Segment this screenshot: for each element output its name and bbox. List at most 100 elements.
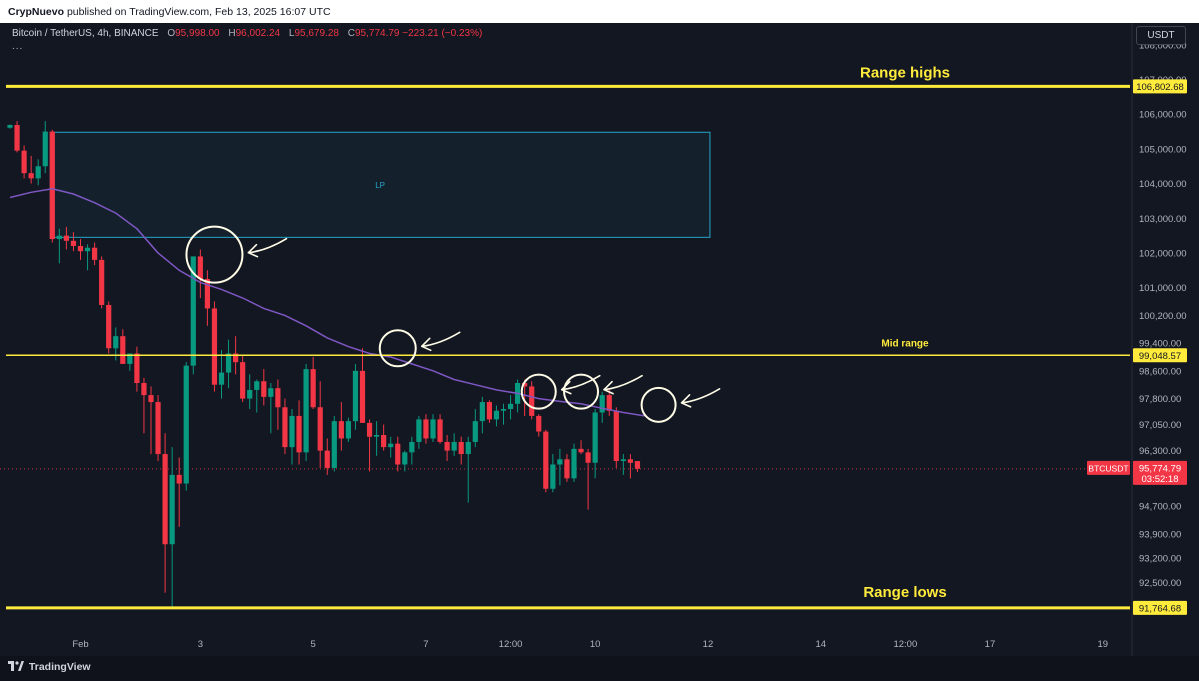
currency-selector[interactable]: USDT [1136,26,1186,45]
candle-body[interactable] [536,415,542,432]
candle-body[interactable] [127,353,133,364]
more-indicators-button[interactable]: ... [12,41,24,52]
candle-body[interactable] [49,131,55,240]
candle-body[interactable] [627,459,633,463]
candle-body[interactable] [56,235,62,240]
candle-body[interactable] [14,124,20,151]
candle-body[interactable] [275,388,281,408]
price-chart[interactable]: LP108,000.00107,000.00106,000.00105,000.… [0,23,1199,656]
candle-body[interactable] [35,166,41,179]
lp-box[interactable] [49,131,711,238]
candle-body[interactable] [359,370,366,423]
tradingview-logo[interactable]: TradingView [8,661,91,675]
candle-body[interactable] [70,240,77,247]
candle-body[interactable] [599,395,605,413]
candle-body[interactable] [507,403,514,409]
candle-body[interactable] [183,365,189,484]
symbol-title[interactable]: Bitcoin / TetherUS, 4h, BINANCE [12,28,159,39]
candle-body[interactable] [247,389,253,399]
candle-body[interactable] [190,256,196,366]
candle-body[interactable] [352,370,359,422]
annotation-circle[interactable] [185,225,244,284]
candle-body[interactable] [374,435,380,437]
candle-body[interactable] [388,443,394,448]
candle-body[interactable] [204,278,210,309]
candle-body[interactable] [571,448,577,479]
candle-body[interactable] [176,474,182,484]
candle-body[interactable] [557,459,563,465]
candle-body[interactable] [225,353,232,373]
annotation-circle[interactable] [520,373,557,410]
candle-body[interactable] [120,336,126,364]
candle-body[interactable] [282,407,288,448]
candle-body[interactable] [310,369,316,408]
candle-body[interactable] [550,464,556,489]
candle-body[interactable] [134,353,140,383]
candle-body[interactable] [7,124,13,128]
candle-body[interactable] [218,372,225,385]
candle-body[interactable] [113,336,119,349]
candle-body[interactable] [240,362,246,399]
candle-body[interactable] [77,246,84,252]
candle-body[interactable] [268,388,274,397]
candle-body[interactable] [233,353,239,363]
candle-body[interactable] [479,402,485,422]
candle-body[interactable] [409,441,415,453]
candle-body[interactable] [543,431,549,489]
candle-body[interactable] [500,408,507,411]
candle-body[interactable] [28,173,34,179]
candle-body[interactable] [472,421,478,442]
candle-body[interactable] [21,150,27,174]
candle-body[interactable] [458,441,464,455]
candle-body[interactable] [148,395,154,403]
candle-body[interactable] [197,256,203,279]
candle-body[interactable] [416,419,422,442]
candle-body[interactable] [578,448,584,453]
annotation-circle[interactable] [378,329,417,368]
candle-body[interactable] [381,435,387,448]
candle-body[interactable] [606,395,612,411]
candle-body[interactable] [423,419,429,439]
candle-body[interactable] [211,308,218,385]
candle-body[interactable] [331,421,337,468]
candle-body[interactable] [522,382,528,387]
candle-body[interactable] [324,450,330,468]
candle-body[interactable] [564,459,570,479]
candle-body[interactable] [261,381,267,397]
candle-body[interactable] [141,382,147,396]
candle-body[interactable] [289,415,295,448]
candle-body[interactable] [529,386,535,416]
candle-body[interactable] [345,421,351,439]
candle-body[interactable] [444,441,450,451]
candle-body[interactable] [585,452,591,463]
candle-body[interactable] [106,304,112,349]
annotation-arrow[interactable] [420,331,461,348]
candle-body[interactable] [92,247,98,260]
candle-body[interactable] [169,474,175,545]
candle-body[interactable] [592,412,598,463]
candle-body[interactable] [338,421,344,439]
chart-panel[interactable]: LP108,000.00107,000.00106,000.00105,000.… [0,23,1199,656]
annotation-circle[interactable] [563,373,600,410]
candle-body[interactable] [254,381,260,390]
annotation-arrow[interactable] [603,374,643,391]
candle-body[interactable] [395,443,401,465]
candle-body[interactable] [99,259,105,305]
annotation-arrow[interactable] [247,237,288,254]
candle-body[interactable] [465,441,471,455]
candle-body[interactable] [451,441,457,451]
candle-body[interactable] [42,131,48,167]
candle-body[interactable] [155,402,161,455]
candle-body[interactable] [366,422,373,437]
candle-body[interactable] [486,402,492,420]
candle-body[interactable] [84,247,91,252]
candle-body[interactable] [493,410,500,420]
candle-body[interactable] [620,459,626,462]
candle-body[interactable] [303,369,309,453]
candle-body[interactable] [437,419,443,442]
annotation-circle[interactable] [640,386,677,423]
candle-body[interactable] [402,452,408,465]
candle-body[interactable] [634,461,641,469]
annotation-arrow[interactable] [680,388,721,404]
candle-body[interactable] [430,419,436,439]
